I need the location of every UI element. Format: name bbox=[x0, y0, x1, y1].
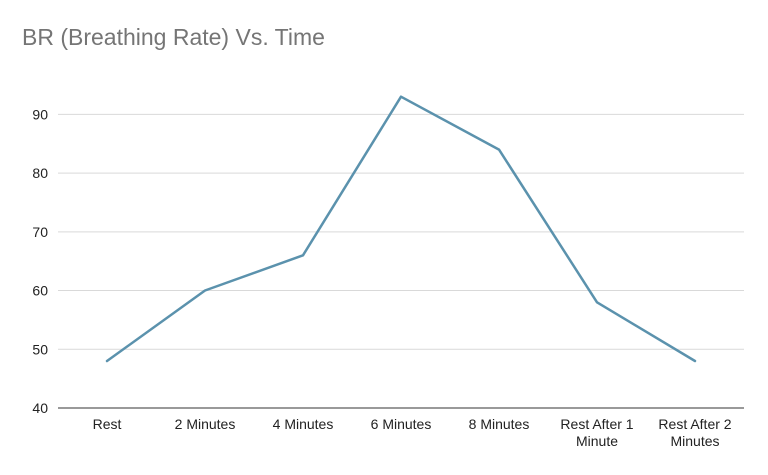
chart-title: BR (Breathing Rate) Vs. Time bbox=[22, 24, 325, 50]
x-tick-label: 2 Minutes bbox=[175, 416, 236, 432]
x-axis-ticks: Rest 2 Minutes 4 Minutes 6 Minutes 8 Minutes… bbox=[93, 416, 732, 449]
x-tick-label: Rest After 1 Minute bbox=[560, 416, 633, 449]
series-line bbox=[105, 95, 697, 363]
gridlines bbox=[58, 113, 744, 350]
y-tick-label: 50 bbox=[32, 341, 48, 357]
x-tick-label: 6 Minutes bbox=[371, 416, 432, 432]
y-tick-label: 90 bbox=[32, 106, 48, 122]
y-tick-label: 40 bbox=[32, 400, 48, 416]
x-tick-label: 8 Minutes bbox=[469, 416, 530, 432]
y-tick-label: 70 bbox=[32, 224, 48, 240]
series-breathing-rate bbox=[105, 95, 697, 363]
y-tick-label: 80 bbox=[32, 165, 48, 181]
x-tick-label: Rest After 2 Minutes bbox=[658, 416, 731, 449]
x-tick-label: Rest bbox=[93, 416, 122, 432]
y-tick-label: 60 bbox=[32, 283, 48, 299]
y-axis-ticks: 40 50 60 70 80 90 bbox=[32, 106, 48, 416]
x-tick-label: 4 Minutes bbox=[273, 416, 334, 432]
